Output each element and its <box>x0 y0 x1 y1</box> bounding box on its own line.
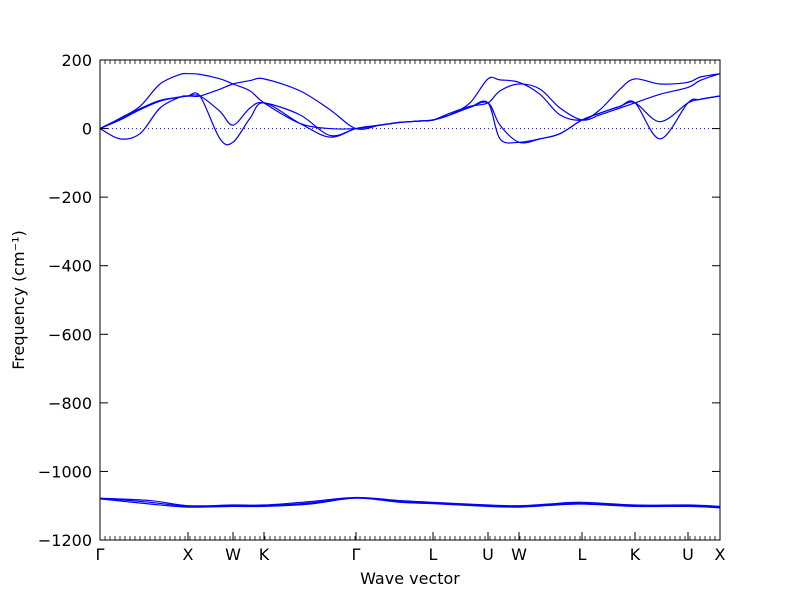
y-tick-label: −600 <box>48 325 92 344</box>
x-tick-label: K <box>630 545 641 564</box>
y-tick-label: −1000 <box>38 462 92 481</box>
y-tick-label: 200 <box>61 51 92 70</box>
band-line-6 <box>99 497 721 508</box>
y-tick-label: −1200 <box>38 531 92 550</box>
band-line-5 <box>99 496 721 507</box>
x-tick-label: U <box>682 545 694 564</box>
x-tick-label: X <box>183 545 194 564</box>
band-line-7 <box>99 497 721 509</box>
y-axis-label: Frequency (cm⁻¹) <box>9 230 28 369</box>
x-tick-label: L <box>429 545 438 564</box>
x-axis-label: Wave vector <box>360 569 460 588</box>
y-tick-label: 0 <box>82 120 92 139</box>
x-tick-label: W <box>225 545 241 564</box>
x-tick-label: K <box>259 545 270 564</box>
y-tick-label: −800 <box>48 394 92 413</box>
x-tick-label: L <box>578 545 587 564</box>
x-tick-label: Γ <box>352 545 361 564</box>
y-tick-label: −200 <box>48 188 92 207</box>
y-tick-label: −400 <box>48 257 92 276</box>
band-line-4 <box>99 92 721 146</box>
x-tick-label: W <box>511 545 527 564</box>
plot-area <box>100 60 720 540</box>
y-axis-ticks: 200 0 −200 −400 −600 −800 −1000 −1200 <box>38 51 720 550</box>
x-tick-label: Γ <box>96 545 105 564</box>
x-tick-label: U <box>482 545 494 564</box>
x-tick-label: X <box>715 545 726 564</box>
series-group <box>99 72 721 509</box>
